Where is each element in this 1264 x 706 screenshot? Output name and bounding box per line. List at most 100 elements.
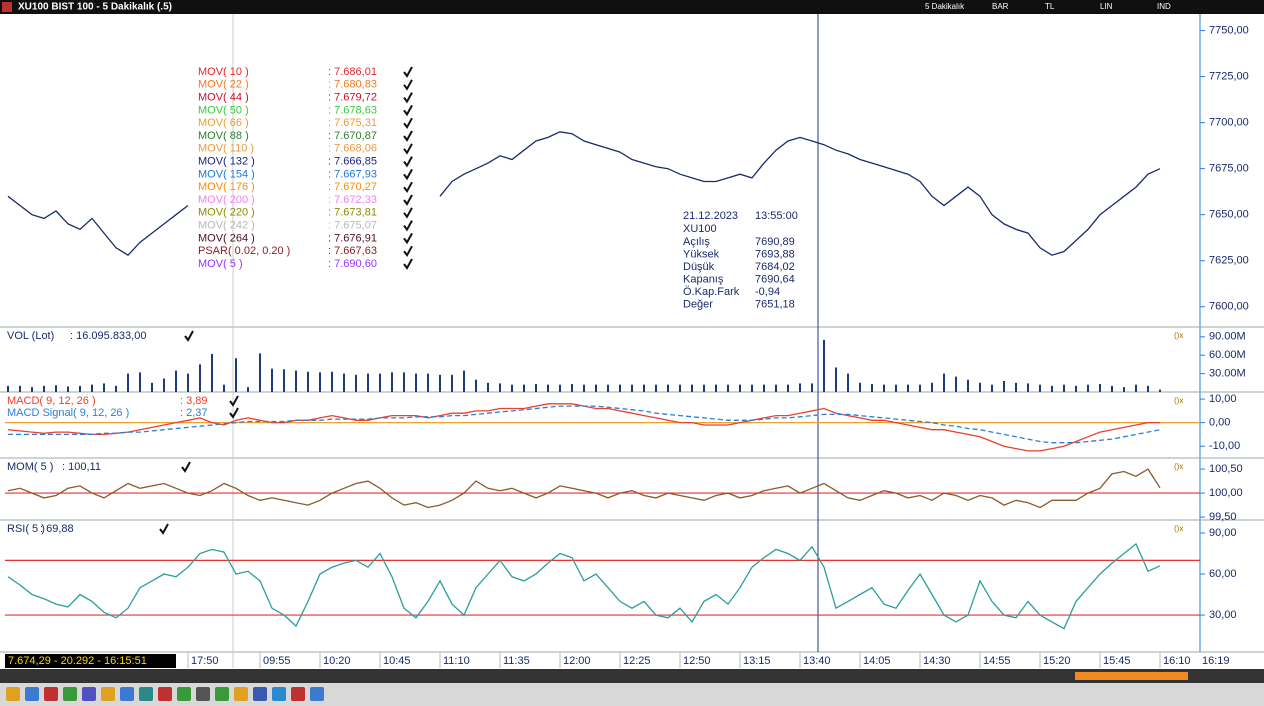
volume-bar: [199, 364, 201, 392]
volume-bar: [1099, 384, 1101, 392]
check-icon: [403, 130, 413, 142]
series-name: VOL (Lot): [7, 330, 54, 342]
volume-bar: [55, 385, 57, 392]
volume-bar: [487, 382, 489, 392]
volume-bar: [1039, 384, 1041, 392]
volume-bar: [595, 384, 597, 392]
volume-bar: [559, 384, 561, 392]
toolbar-icon[interactable]: [234, 687, 248, 701]
indicator-value: : 7.672,33: [328, 194, 377, 206]
toolbar-icon[interactable]: [310, 687, 324, 701]
info-label: Ö.Kap.Fark: [683, 286, 740, 298]
toolbar-icon[interactable]: [177, 687, 191, 701]
toolbar-icon[interactable]: [63, 687, 77, 701]
volume-bar: [523, 384, 525, 392]
toolbar-item[interactable]: TL: [1045, 2, 1055, 11]
series-current: : 3,89: [180, 395, 208, 407]
x-tick-label: 10:45: [383, 655, 411, 667]
series-line: [7, 131, 1161, 257]
volume-bar: [1027, 383, 1029, 392]
panel-icons: ()x: [1174, 331, 1183, 340]
volume-bar: [451, 374, 453, 392]
toolbar-icon[interactable]: [196, 687, 210, 701]
toolbar-item[interactable]: BAR: [992, 2, 1009, 11]
toolbar-icon[interactable]: [215, 687, 229, 701]
check-icon: [159, 523, 169, 535]
toolbar-icon[interactable]: [253, 687, 267, 701]
toolbar-icon[interactable]: [101, 687, 115, 701]
x-tick-label: 12:50: [683, 655, 711, 667]
series-current: : 16.095.833,00: [70, 330, 146, 342]
y-tick-label: 99,50: [1209, 511, 1237, 523]
volume-bar: [379, 373, 381, 392]
series-current: : 69,88: [40, 523, 74, 535]
indicator-name: MOV( 110 ): [198, 143, 254, 155]
y-tick-label: 7700,00: [1209, 117, 1249, 129]
volume-bar: [787, 384, 789, 392]
title-bar: [0, 0, 1264, 14]
volume-bar: [919, 384, 921, 392]
x-tick-label: 14:30: [923, 655, 951, 667]
toolbar-item[interactable]: 5 Dakikalık: [925, 2, 965, 11]
x-tick-label: 09:55: [263, 655, 291, 667]
volume-bar: [715, 384, 717, 392]
y-tick-label: 7600,00: [1209, 301, 1249, 313]
x-tick-label: 12:25: [623, 655, 651, 667]
volume-bar: [871, 384, 873, 392]
check-icon: [184, 330, 194, 342]
y-tick-label: 7650,00: [1209, 209, 1249, 221]
toolbar-icon[interactable]: [44, 687, 58, 701]
volume-bar: [355, 374, 357, 392]
info-label: Açılış: [683, 236, 710, 248]
toolbar-icon[interactable]: [82, 687, 96, 701]
x-tick-label: 16:10: [1163, 655, 1191, 667]
info-value: 7690,89: [755, 236, 795, 248]
toolbar-icon[interactable]: [120, 687, 134, 701]
volume-bar: [343, 373, 345, 392]
x-tick-label: 15:20: [1043, 655, 1071, 667]
y-tick-label: -10,00: [1209, 440, 1240, 452]
toolbar-icon[interactable]: [139, 687, 153, 701]
y-tick-label: 60,00: [1209, 568, 1237, 580]
series-current: : 2,37: [180, 407, 208, 419]
toolbar-icon[interactable]: [6, 687, 20, 701]
volume-bar: [979, 382, 981, 392]
x-tick-label: 11:10: [443, 655, 470, 667]
close-icon[interactable]: [2, 2, 12, 12]
y-tick-label: 30.00M: [1209, 368, 1246, 380]
volume-bar: [235, 358, 237, 392]
toolbar-icon[interactable]: [272, 687, 286, 701]
indicator-value: : 7.686,01: [328, 66, 377, 78]
volume-bar: [835, 367, 837, 392]
indicator-name: MOV( 5 ): [198, 258, 243, 270]
volume-bar: [751, 384, 753, 392]
info-label: Yüksek: [683, 248, 720, 260]
volume-bar: [1063, 384, 1065, 392]
indicator-name: MOV( 66 ): [198, 117, 249, 129]
indicator-value: : 7.668,06: [328, 143, 377, 155]
indicator-value: : 7.675,31: [328, 117, 377, 129]
indicator-value: : 7.667,93: [328, 168, 377, 180]
toolbar-item[interactable]: IND: [1157, 2, 1171, 11]
volume-bar: [103, 383, 105, 392]
toolbar-icon[interactable]: [25, 687, 39, 701]
volume-bar: [1147, 385, 1149, 392]
scroll-thumb[interactable]: [1075, 672, 1188, 680]
info-value: 7651,18: [755, 298, 795, 310]
volume-bar: [91, 384, 93, 392]
toolbar-icon[interactable]: [291, 687, 305, 701]
volume-bar: [211, 353, 213, 392]
x-tick-label: 12:00: [563, 655, 591, 667]
toolbar-icon[interactable]: [158, 687, 172, 701]
volume-bar: [1159, 389, 1161, 392]
check-icon: [403, 232, 413, 245]
check-icon: [403, 104, 413, 117]
scrollbar[interactable]: [0, 669, 1264, 683]
toolbar-item[interactable]: LIN: [1100, 2, 1113, 11]
y-tick-label: 7725,00: [1209, 71, 1249, 83]
indicator-value: : 7.670,87: [328, 130, 377, 142]
volume-bar: [283, 369, 285, 392]
volume-bar: [859, 382, 861, 392]
series-name: RSI( 5 ): [7, 523, 45, 535]
